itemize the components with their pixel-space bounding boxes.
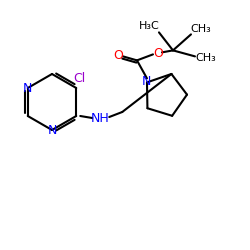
Text: Cl: Cl <box>73 72 85 85</box>
Text: CH₃: CH₃ <box>196 54 216 64</box>
Text: N: N <box>47 124 57 136</box>
Text: O: O <box>113 49 123 62</box>
Text: O: O <box>153 47 163 60</box>
Text: N: N <box>141 75 151 88</box>
Text: H₃C: H₃C <box>138 22 159 32</box>
Text: N: N <box>23 82 32 94</box>
Text: NH: NH <box>91 112 110 124</box>
Text: CH₃: CH₃ <box>190 24 211 34</box>
